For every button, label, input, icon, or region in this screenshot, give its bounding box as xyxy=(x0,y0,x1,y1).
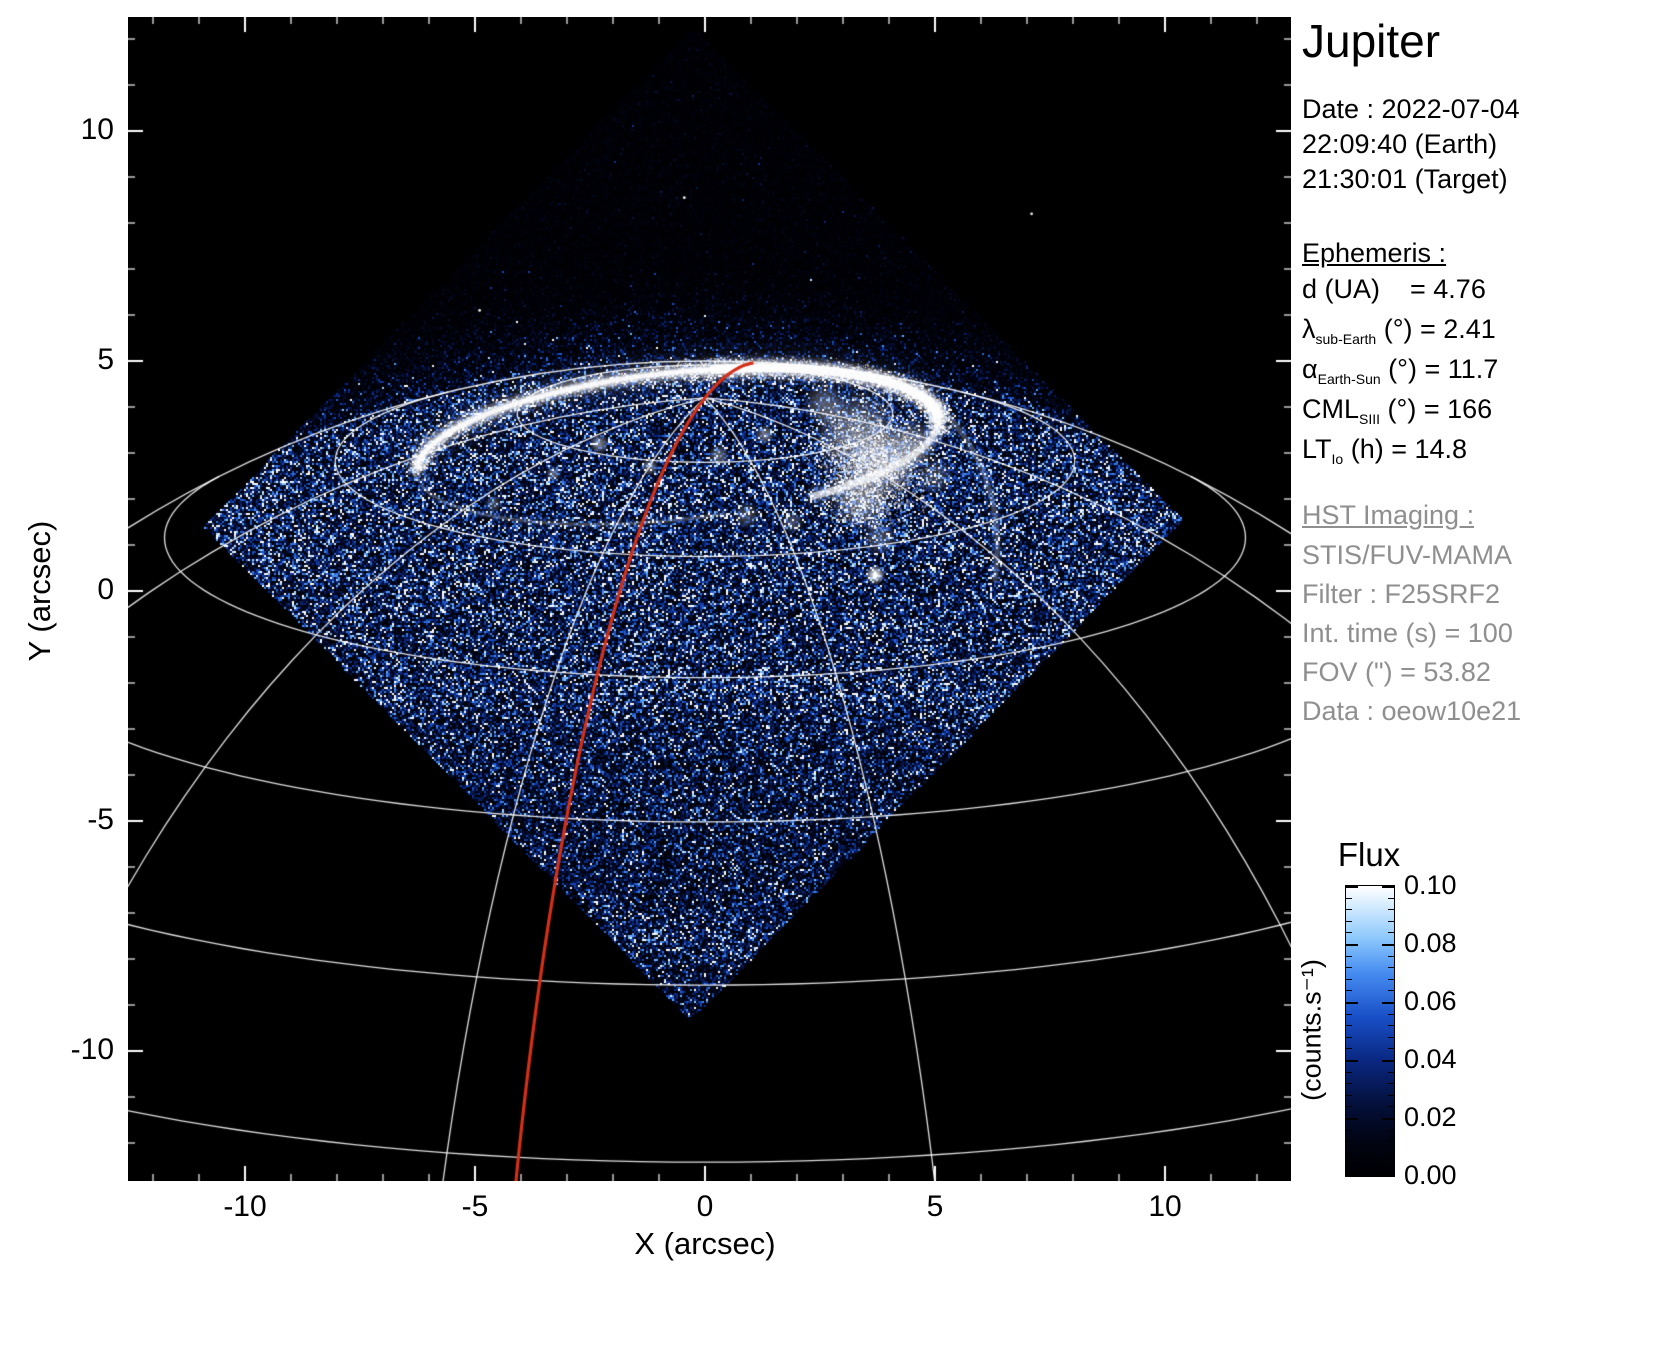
ephemeris-row: λsub-Earth (°) = 2.41 xyxy=(1302,314,1498,354)
ephemeris-block: d (UA) = 4.76 λsub-Earth (°) = 2.41 αEarth… xyxy=(1302,274,1498,474)
ephemeris-subscript: Io xyxy=(1332,451,1344,467)
hst-imaging-line: FOV (") = 53.82 xyxy=(1302,653,1521,692)
hst-imaging-block: STIS/FUV-MAMA Filter : F25SRF2 Int. time (… xyxy=(1302,536,1521,731)
ephemeris-value: (°) = 2.41 xyxy=(1376,314,1496,344)
ephemeris-value: (°) = 166 xyxy=(1380,394,1492,424)
ephemeris-row: αEarth-Sun (°) = 11.7 xyxy=(1302,354,1498,394)
x-tick-label: 0 xyxy=(665,1190,745,1224)
hst-imaging-line: STIS/FUV-MAMA xyxy=(1302,536,1521,575)
ephemeris-heading: Ephemeris : xyxy=(1302,238,1446,269)
observation-time-line: Date : 2022-07-04 xyxy=(1302,92,1520,127)
plot-area xyxy=(128,17,1291,1181)
hst-imaging-heading: HST Imaging : xyxy=(1302,500,1474,531)
ephemeris-symbol: LT xyxy=(1302,434,1332,464)
ephemeris-row: CMLSIII (°) = 166 xyxy=(1302,394,1498,434)
ephemeris-value: = 4.76 xyxy=(1380,274,1486,304)
ephemeris-row: LTIo (h) = 14.8 xyxy=(1302,434,1498,474)
x-tick-label: -10 xyxy=(205,1190,285,1224)
figure-title: Jupiter xyxy=(1302,14,1440,68)
colorbar-unit-label: (counts.s⁻¹) xyxy=(1297,959,1328,1101)
aurora-image-canvas xyxy=(128,17,1291,1181)
colorbar-tick-label: 0.06 xyxy=(1404,986,1494,1017)
colorbar-tick-label: 0.00 xyxy=(1404,1160,1494,1191)
hst-imaging-line: Int. time (s) = 100 xyxy=(1302,614,1521,653)
colorbar-tick-label: 0.02 xyxy=(1404,1102,1494,1133)
y-tick-label: 10 xyxy=(14,113,114,147)
ephemeris-symbol: d (UA) xyxy=(1302,274,1380,304)
x-axis-label: X (arcsec) xyxy=(634,1226,775,1262)
ephemeris-symbol: CML xyxy=(1302,394,1359,424)
y-tick-label: 0 xyxy=(14,573,114,607)
ephemeris-row: d (UA) = 4.76 xyxy=(1302,274,1498,314)
y-tick-label: 5 xyxy=(14,343,114,377)
ephemeris-symbol: λ xyxy=(1302,314,1316,344)
ephemeris-symbol: α xyxy=(1302,354,1318,384)
observation-time-line: 21:30:01 (Target) xyxy=(1302,162,1520,197)
colorbar-title: Flux xyxy=(1338,836,1400,874)
ephemeris-value: (h) = 14.8 xyxy=(1343,434,1467,464)
flux-colorbar xyxy=(1345,885,1395,1177)
ephemeris-subscript: Earth-Sun xyxy=(1318,371,1381,387)
colorbar-tick-label: 0.08 xyxy=(1404,928,1494,959)
figure-page: X (arcsec) Y (arcsec) Jupiter Date : 202… xyxy=(0,0,1677,1367)
ephemeris-value: (°) = 11.7 xyxy=(1381,354,1499,384)
colorbar-tick-label: 0.04 xyxy=(1404,1044,1494,1075)
hst-imaging-line: Filter : F25SRF2 xyxy=(1302,575,1521,614)
colorbar-gradient xyxy=(1346,886,1394,1176)
y-tick-label: -5 xyxy=(14,803,114,837)
x-tick-label: 5 xyxy=(895,1190,975,1224)
x-tick-label: -5 xyxy=(435,1190,515,1224)
hst-imaging-line: Data : oeow10e21 xyxy=(1302,692,1521,731)
colorbar-tick-label: 0.10 xyxy=(1404,870,1494,901)
observation-time-block: Date : 2022-07-04 22:09:40 (Earth) 21:30:0… xyxy=(1302,92,1520,197)
y-tick-label: -10 xyxy=(14,1033,114,1067)
observation-time-line: 22:09:40 (Earth) xyxy=(1302,127,1520,162)
x-tick-label: 10 xyxy=(1125,1190,1205,1224)
ephemeris-subscript: sub-Earth xyxy=(1316,331,1377,347)
ephemeris-subscript: SIII xyxy=(1359,411,1380,427)
